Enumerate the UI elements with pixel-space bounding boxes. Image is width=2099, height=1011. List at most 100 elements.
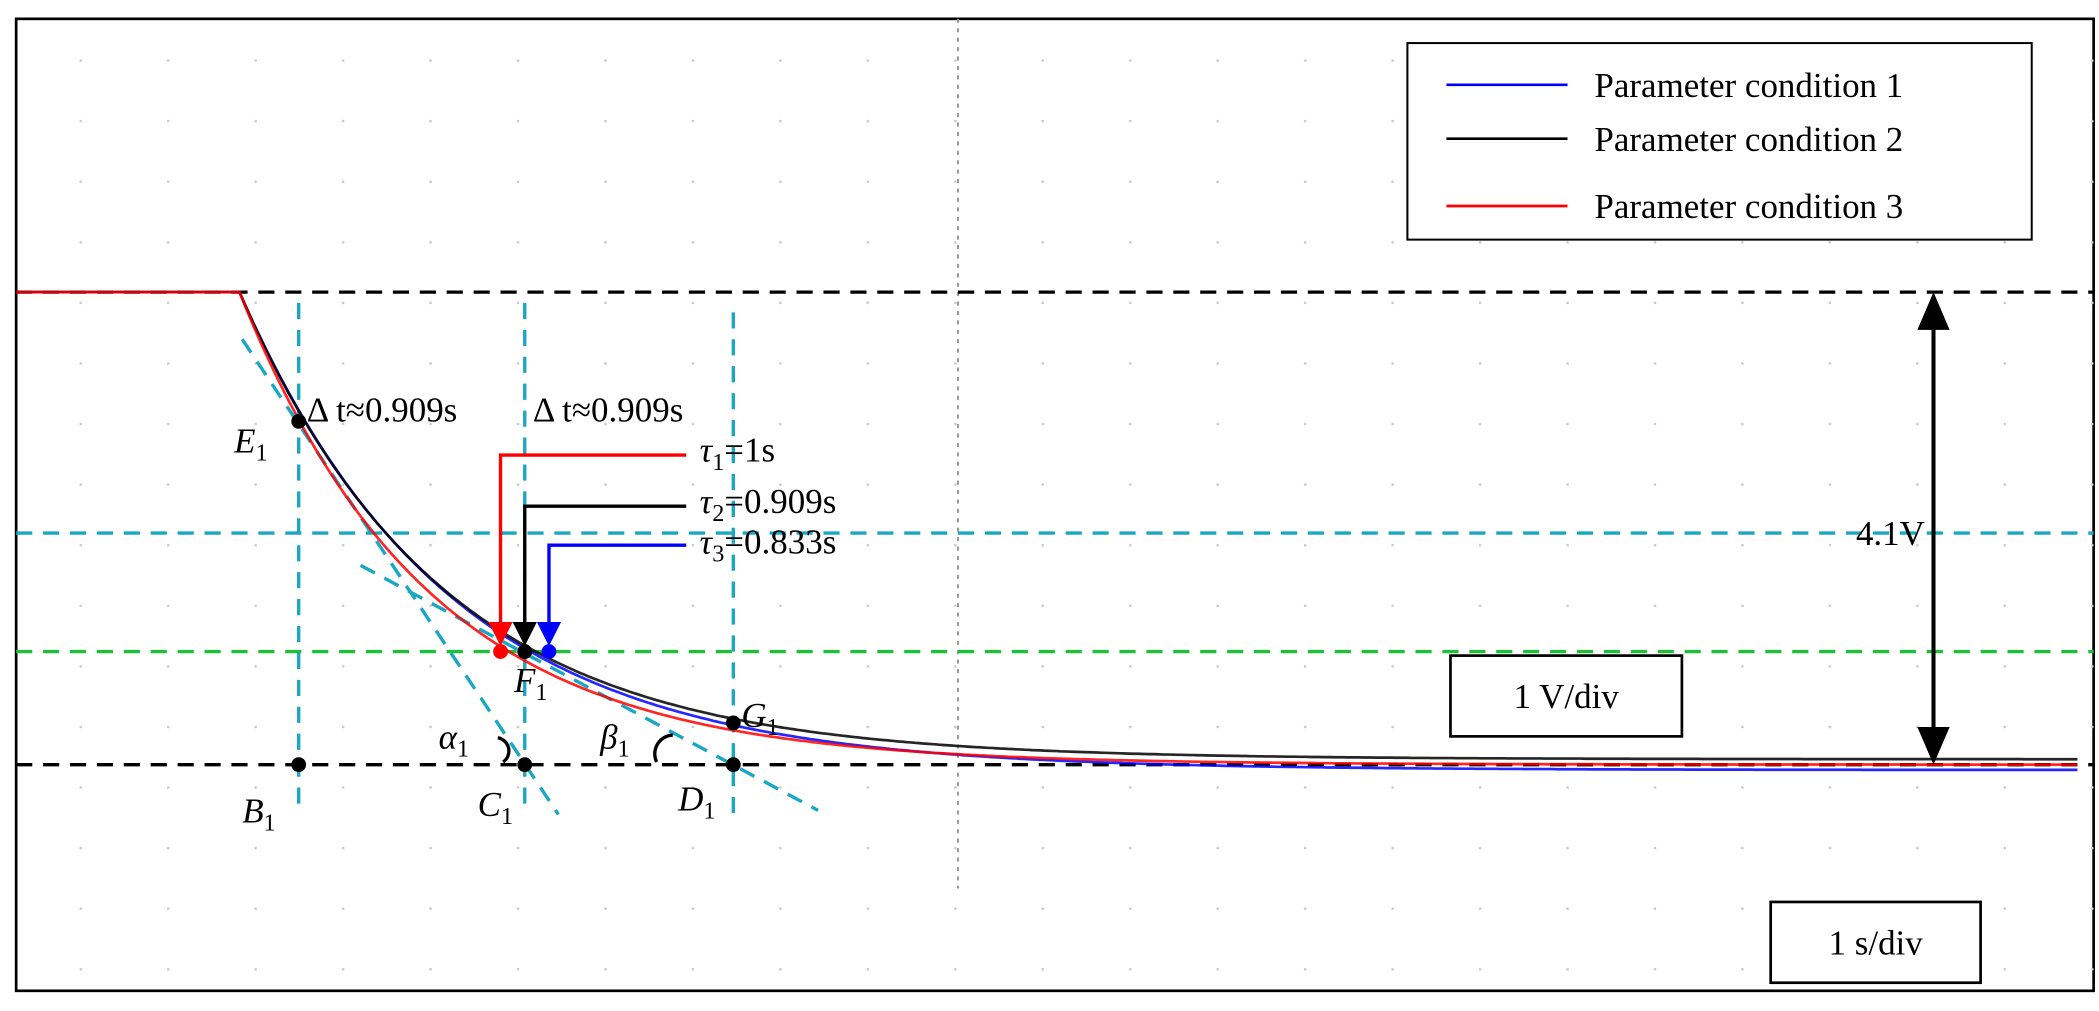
- grid-dot: [1741, 907, 1744, 911]
- subscript: 3: [712, 540, 724, 567]
- grid-dot: [866, 725, 870, 729]
- grid-dot: [79, 59, 83, 62]
- grid-dot: [1741, 846, 1744, 850]
- grid-dot: [516, 665, 520, 668]
- grid-dot: [1303, 665, 1307, 668]
- grid-dot: [341, 604, 345, 608]
- grid-dot: [2090, 846, 2094, 850]
- grid-dot: [866, 59, 870, 62]
- grid-dot: [1653, 422, 1657, 426]
- grid-dot: [1216, 786, 1220, 789]
- grid-dot: [254, 59, 257, 62]
- grid-dot: [779, 362, 782, 365]
- grid-dot: [2090, 59, 2094, 62]
- grid-dot: [1391, 119, 1394, 123]
- grid-dot: [516, 240, 520, 244]
- grid-dot: [79, 967, 83, 971]
- grid-dot: [1128, 301, 1132, 305]
- grid-dot: [1653, 301, 1657, 305]
- grid-dot: [2003, 786, 2007, 789]
- grid-dot: [779, 846, 782, 850]
- grid-dot: [341, 180, 345, 184]
- grid-dot: [341, 907, 345, 911]
- grid-dot: [604, 786, 607, 789]
- grid-dot: [429, 725, 432, 729]
- grid-dot: [1303, 786, 1307, 789]
- grid-dot: [1128, 967, 1132, 971]
- pointer-head: [512, 621, 537, 647]
- grid-dot: [1566, 604, 1569, 608]
- grid-dot: [516, 543, 520, 547]
- grid-dot: [1041, 967, 1045, 971]
- grid-dot: [1478, 362, 1482, 365]
- grid-dot: [1916, 301, 1919, 305]
- grid-dot: [604, 604, 607, 608]
- grid-dot: [1303, 483, 1307, 486]
- grid-dot: [1653, 907, 1657, 911]
- grid-dot: [604, 119, 607, 123]
- grid-dot: [341, 665, 345, 668]
- grid-dot: [1741, 240, 1744, 244]
- grid-dot: [79, 846, 83, 850]
- curve: [16, 290, 2078, 772]
- grid-dot: [779, 543, 782, 547]
- grid-dot: [2090, 665, 2094, 668]
- grid-dot: [866, 240, 870, 244]
- grid-dot: [866, 119, 870, 123]
- grid-dot: [1128, 119, 1132, 123]
- grid-dot: [866, 846, 870, 850]
- grid-dot: [166, 725, 170, 729]
- grid-dot: [1653, 846, 1657, 850]
- grid-dot: [1391, 665, 1394, 668]
- grid-dot: [1041, 301, 1045, 305]
- grid-dot: [166, 604, 170, 608]
- grid-dot: [1566, 362, 1569, 365]
- grid-dot: [166, 543, 170, 547]
- grid-dot: [1041, 725, 1045, 729]
- legend-label: Parameter condition 3: [1594, 187, 1903, 226]
- grid-dot: [1916, 483, 1919, 486]
- grid-dot: [604, 362, 607, 365]
- grid-dot: [2090, 786, 2094, 789]
- grid-dot: [1741, 725, 1744, 729]
- grid-dot: [1566, 907, 1569, 911]
- grid-dot: [779, 180, 782, 184]
- grid-dot: [79, 362, 83, 365]
- grid-dot: [1828, 483, 1832, 486]
- grid-dot: [1916, 362, 1919, 365]
- grid-dot: [1653, 362, 1657, 365]
- grid-dot: [1128, 483, 1132, 486]
- grid-dot: [953, 725, 957, 729]
- grid-dot: [866, 362, 870, 365]
- interval-label: Δ t≈0.909s: [307, 390, 458, 429]
- grid-dot: [1741, 786, 1744, 789]
- grid-dot: [2003, 543, 2007, 547]
- grid-dot: [2003, 604, 2007, 608]
- grid-dot: [2090, 604, 2094, 608]
- grid-dot: [1216, 180, 1220, 184]
- grid-dot: [1216, 362, 1220, 365]
- grid-dot: [1478, 967, 1482, 971]
- grid-dot: [691, 422, 695, 426]
- grid-dot: [779, 59, 782, 62]
- grid-dot: [779, 604, 782, 608]
- grid-dot: [1741, 422, 1744, 426]
- grid-dot: [1216, 725, 1220, 729]
- grid-dot: [1828, 604, 1832, 608]
- symbol: α: [439, 717, 458, 756]
- grid-dot: [1391, 422, 1394, 426]
- value: =0.833s: [724, 522, 836, 561]
- grid-dot: [1828, 846, 1832, 850]
- subscript: 2: [712, 500, 724, 527]
- grid-dot: [1566, 543, 1569, 547]
- grid-dot: [79, 422, 83, 426]
- grid-dot: [1216, 301, 1220, 305]
- grid-dot: [516, 59, 520, 62]
- grid-dot: [953, 362, 957, 365]
- grid-dot: [1041, 483, 1045, 486]
- legend-label: Parameter condition 1: [1594, 66, 1903, 105]
- grid-dot: [254, 119, 257, 123]
- grid-dot: [79, 180, 83, 184]
- pointer-head: [488, 621, 513, 647]
